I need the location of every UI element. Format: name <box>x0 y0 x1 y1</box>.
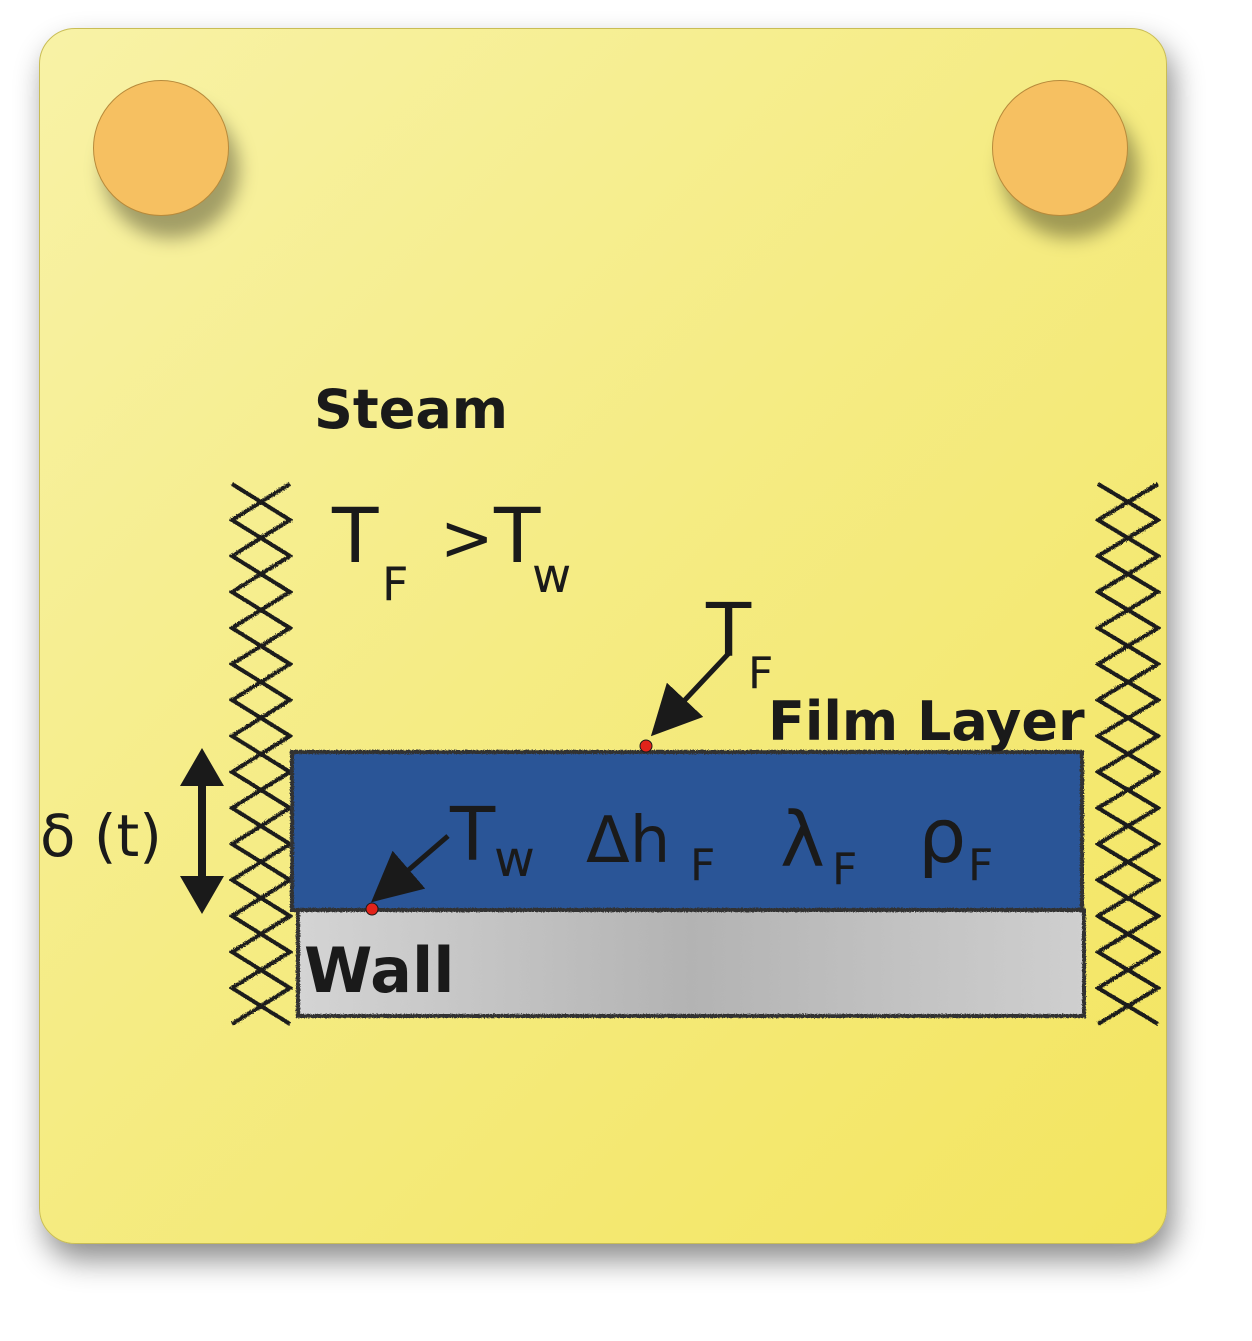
condition-t2: T <box>493 491 541 580</box>
left-boundary-hatch <box>228 482 294 1026</box>
condition-sub-w: w <box>532 548 571 604</box>
prop-lambda: λ <box>780 795 825 884</box>
pin-left <box>93 80 229 216</box>
prop-t: T <box>449 792 496 878</box>
tf-callout-t: T <box>705 588 752 674</box>
temperature-condition: T F > T w <box>331 491 571 611</box>
steam-label: Steam <box>314 378 508 441</box>
condition-gt: > <box>440 502 494 576</box>
wall-block <box>296 908 1086 1018</box>
thickness-arrow-top <box>180 748 224 786</box>
delta-label: δ (t) <box>40 802 162 870</box>
right-boundary-hatch <box>1094 482 1162 1026</box>
tf-callout-sub: F <box>748 648 773 699</box>
film-properties: T w Δh F λ F ρ F <box>365 791 993 916</box>
prop-t-sub-w: w <box>494 830 535 888</box>
prop-lambda-sub: F <box>832 844 857 895</box>
condition-sub-f: F <box>382 557 408 611</box>
pin-right <box>992 80 1128 216</box>
tf-callout: T F <box>639 588 773 753</box>
tf-arrow <box>650 650 732 737</box>
prop-rho-sub: F <box>968 840 993 891</box>
prop-delta-h: Δh <box>586 804 670 878</box>
note-card <box>39 28 1167 1244</box>
tw-wall-marker <box>365 902 379 916</box>
condition-t1: T <box>331 491 379 580</box>
tw-arrow <box>371 834 450 903</box>
tf-interface-marker <box>639 739 653 753</box>
wall-label: Wall <box>304 934 455 1007</box>
film-layer-label: Film Layer <box>768 690 1085 753</box>
prop-delta-h-sub: F <box>690 840 715 891</box>
prop-rho: ρ <box>918 791 966 880</box>
thickness-indicator: δ (t) <box>40 748 224 914</box>
thickness-arrow-bottom <box>180 876 224 914</box>
